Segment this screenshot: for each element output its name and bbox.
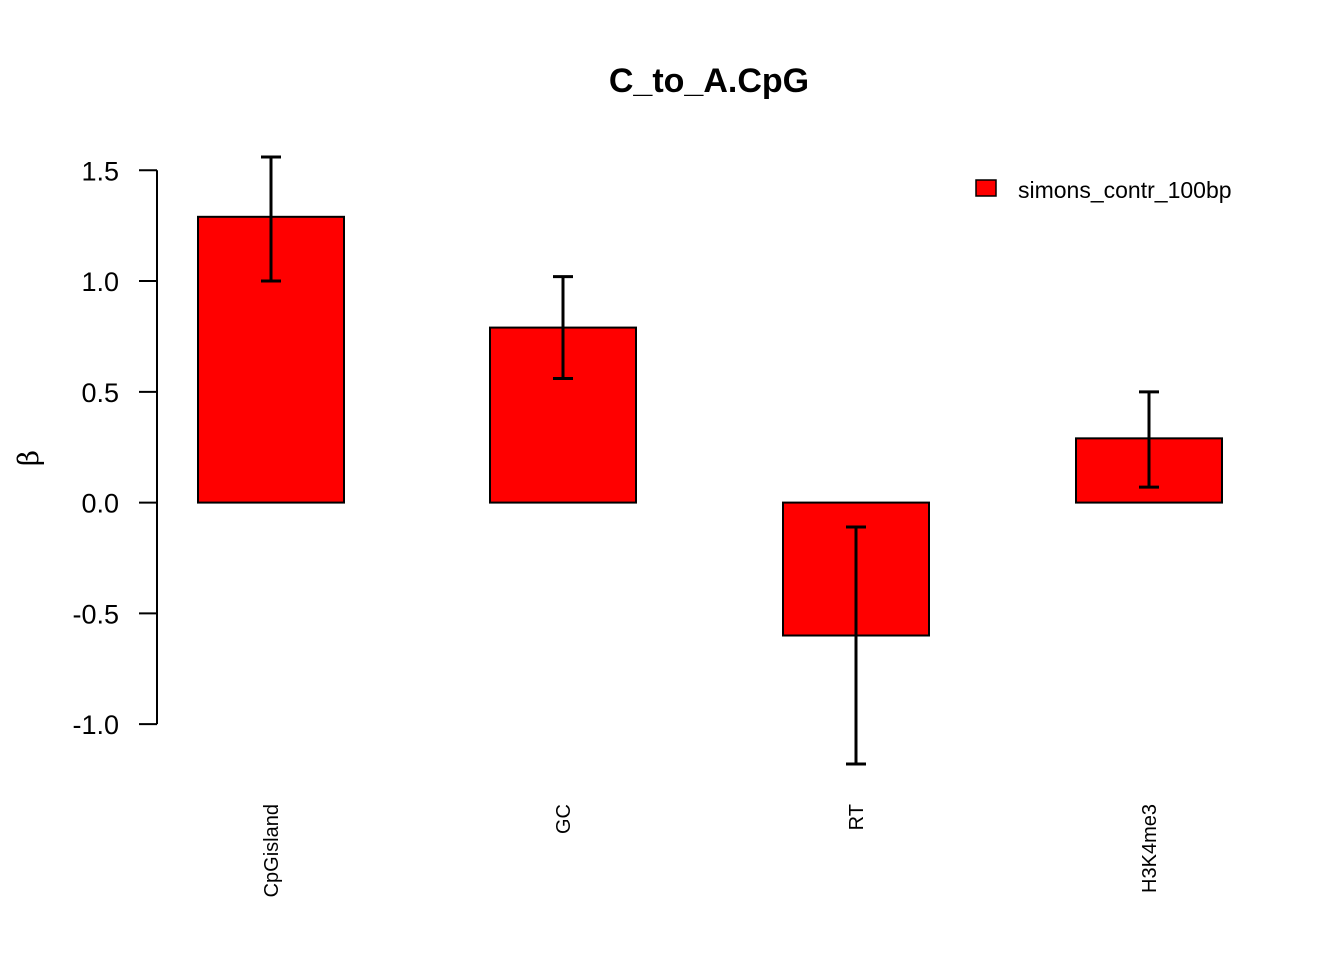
x-tick-label: GC xyxy=(553,804,575,834)
x-tick-label: H3K4me3 xyxy=(1139,804,1161,893)
x-tick-label: RT xyxy=(846,804,868,830)
y-axis-label: β xyxy=(12,450,45,466)
chart-title: C_to_A.CpG xyxy=(609,62,809,100)
bars-group xyxy=(197,215,1223,637)
legend: simons_contr_100bp xyxy=(975,177,1232,203)
y-tick-label: -0.5 xyxy=(72,599,119,629)
legend-label: simons_contr_100bp xyxy=(1018,177,1232,203)
y-tick-label: -1.0 xyxy=(72,710,119,740)
y-tick-label: 1.0 xyxy=(81,267,119,297)
x-tick-label: CpGisland xyxy=(261,804,283,897)
x-tick-labels: CpGisland GC RT H3K4me3 xyxy=(261,804,1161,897)
y-tick-label: 0.5 xyxy=(81,378,119,408)
y-tick-label: 0.0 xyxy=(81,489,119,519)
legend-swatch xyxy=(975,179,997,197)
y-tick-label: 1.5 xyxy=(81,156,119,186)
error-bars-group xyxy=(261,155,1159,766)
y-axis: -1.0 -0.5 0.0 0.5 1.0 1.5 xyxy=(72,156,158,740)
